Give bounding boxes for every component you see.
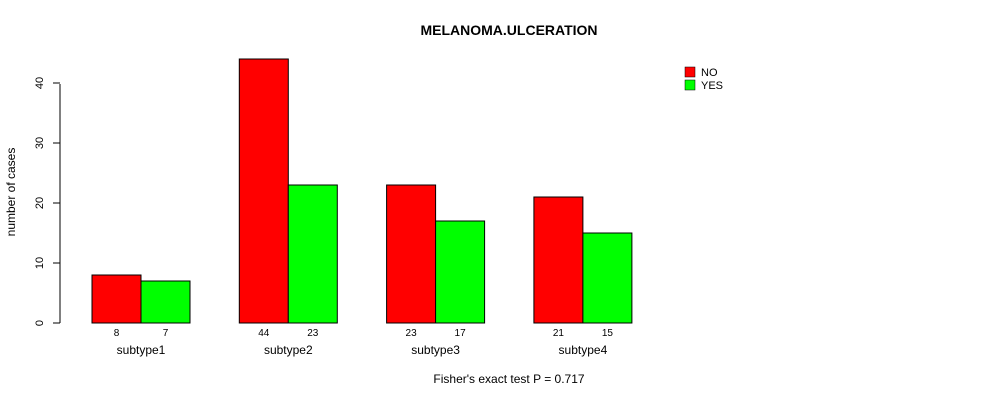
bar-subtype3-no bbox=[386, 184, 437, 324]
bar-value-label: 23 bbox=[307, 328, 319, 339]
y-axis-label: number of cases bbox=[4, 148, 18, 237]
bars bbox=[91, 58, 633, 324]
bar-subtype2-no bbox=[238, 58, 289, 324]
y-tick-label: 0 bbox=[34, 320, 46, 326]
legend-label-no: NO bbox=[701, 67, 718, 79]
bar-subtype1-no bbox=[91, 274, 142, 324]
bar-subtype4-yes bbox=[582, 232, 633, 324]
bar-value-label: 15 bbox=[602, 328, 614, 339]
bar-value-label: 17 bbox=[455, 328, 467, 339]
bar-value-labels: 8 7 44 23 23 17 21 15 bbox=[114, 328, 614, 339]
category-label: subtype4 bbox=[559, 343, 608, 357]
bar-value-label: 21 bbox=[553, 328, 565, 339]
y-axis-ticks: 0 10 20 30 40 bbox=[34, 77, 60, 326]
bar-subtype1-yes bbox=[140, 280, 191, 324]
bar-subtype3-yes bbox=[435, 220, 486, 324]
legend-swatch-no bbox=[684, 66, 696, 78]
chart-title: MELANOMA.ULCERATION bbox=[420, 22, 597, 38]
bar-subtype2-yes bbox=[287, 184, 338, 324]
y-tick-label: 30 bbox=[34, 137, 46, 149]
bar-value-label: 8 bbox=[114, 328, 120, 339]
legend-swatch-yes bbox=[684, 79, 696, 91]
category-labels: subtype1 subtype2 subtype3 subtype4 bbox=[117, 343, 608, 357]
y-tick-label: 20 bbox=[34, 197, 46, 209]
y-tick-label: 10 bbox=[34, 257, 46, 269]
category-label: subtype2 bbox=[264, 343, 313, 357]
bar-value-label: 44 bbox=[258, 328, 270, 339]
statistical-test-note: Fisher's exact test P = 0.717 bbox=[433, 372, 584, 386]
bar-value-label: 7 bbox=[163, 328, 169, 339]
category-label: subtype3 bbox=[411, 343, 460, 357]
legend-label-yes: YES bbox=[701, 80, 723, 92]
legend: NO YES bbox=[684, 66, 723, 92]
bar-value-label: 23 bbox=[406, 328, 418, 339]
y-tick-label: 40 bbox=[34, 77, 46, 89]
bar-subtype4-no bbox=[533, 196, 584, 324]
category-label: subtype1 bbox=[117, 343, 166, 357]
